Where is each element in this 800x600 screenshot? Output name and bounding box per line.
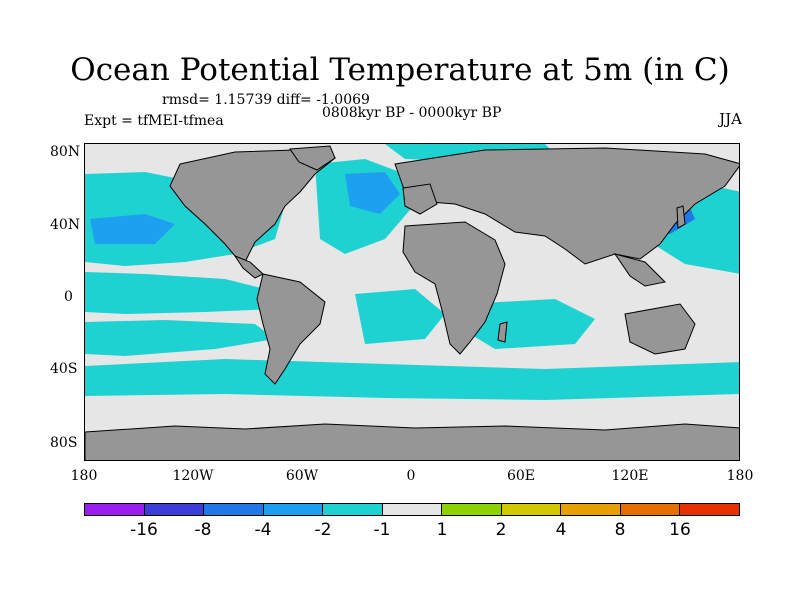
map-svg	[85, 144, 739, 460]
lon-label-2: 60W	[285, 468, 319, 484]
lon-label-6: 180	[726, 468, 754, 484]
anomaly-fields	[85, 144, 739, 400]
colorbar-swatch-3	[263, 504, 324, 515]
lat-label-4: 80S	[50, 435, 78, 451]
africa	[402, 221, 506, 355]
cyan-band-south-pacific	[85, 320, 275, 356]
australia	[624, 303, 696, 355]
colorbar-swatch-10	[680, 504, 740, 515]
colorbar-swatch-7	[501, 504, 562, 515]
colorbar-swatch-0	[85, 504, 145, 515]
period-text: 0808kyr BP - 0000kyr BP	[322, 105, 502, 121]
antarctica	[85, 423, 739, 460]
colorbar-label-8: 8	[614, 520, 626, 540]
lat-label-0: 80N	[50, 144, 81, 160]
colorbar-swatch-9	[620, 504, 681, 515]
colorbar-label-3: -2	[314, 520, 332, 540]
lat-label-1: 40N	[50, 217, 81, 233]
lon-label-0: 180	[70, 468, 98, 484]
colorbar	[84, 503, 740, 516]
greenland	[289, 145, 336, 171]
eurasia	[394, 147, 739, 265]
colorbar-label-7: 4	[555, 520, 567, 540]
land-masses	[85, 145, 739, 460]
lon-label-1: 120W	[172, 468, 214, 484]
colorbar-label-6: 2	[495, 520, 507, 540]
central-america	[233, 254, 264, 279]
experiment-label: Expt = tfMEI-tfmea	[84, 113, 224, 129]
europe-west	[402, 183, 438, 215]
lat-label-3: 40S	[50, 361, 78, 377]
lat-label-2: 0	[64, 289, 73, 305]
cyan-indian-ocean	[465, 299, 595, 349]
season-label: JJA	[719, 110, 742, 128]
colorbar-label-9: 16	[669, 520, 691, 540]
lon-label-5: 120E	[611, 468, 649, 484]
colorbar-label-2: -4	[254, 520, 272, 540]
colorbar-swatch-8	[561, 504, 621, 515]
colorbar-swatch-2	[204, 504, 264, 515]
madagascar	[497, 321, 508, 343]
blue-north-atlantic	[345, 172, 400, 214]
cyan-southern-ocean	[85, 359, 739, 400]
colorbar-swatch-5	[382, 504, 443, 515]
southeast-asia	[613, 253, 667, 287]
colorbar-swatch-1	[144, 504, 205, 515]
colorbar-swatch-4	[323, 504, 383, 515]
colorbar-label-0: -16	[130, 520, 158, 540]
colorbar-swatch-6	[442, 504, 502, 515]
stats-text: rmsd= 1.15739 diff= -1.0069	[162, 92, 370, 108]
map-panel	[84, 143, 740, 461]
blue-patch-north-pacific	[90, 214, 175, 244]
lon-label-3: 0	[406, 468, 416, 484]
cyan-south-atlantic	[355, 289, 445, 344]
figure-title: Ocean Potential Temperature at 5m (in C)	[70, 52, 730, 88]
colorbar-label-5: 1	[436, 520, 448, 540]
colorbar-label-4: -1	[373, 520, 391, 540]
japan	[676, 205, 686, 229]
south-america	[256, 273, 326, 385]
lon-label-4: 60E	[506, 468, 536, 484]
colorbar-label-1: -8	[194, 520, 212, 540]
cyan-band-tropical-pacific	[85, 272, 285, 314]
